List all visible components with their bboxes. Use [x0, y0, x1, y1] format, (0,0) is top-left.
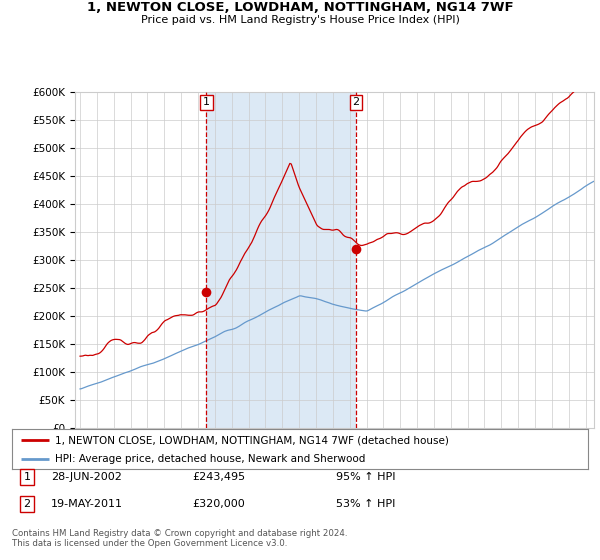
Text: 1, NEWTON CLOSE, LOWDHAM, NOTTINGHAM, NG14 7WF (detached house): 1, NEWTON CLOSE, LOWDHAM, NOTTINGHAM, NG…	[55, 435, 449, 445]
Text: Contains HM Land Registry data © Crown copyright and database right 2024.: Contains HM Land Registry data © Crown c…	[12, 529, 347, 538]
Text: 28-JUN-2002: 28-JUN-2002	[51, 472, 122, 482]
Bar	[206, 92, 356, 428]
Text: 19-MAY-2011: 19-MAY-2011	[51, 499, 123, 509]
Text: 1: 1	[23, 472, 31, 482]
Text: Price paid vs. HM Land Registry's House Price Index (HPI): Price paid vs. HM Land Registry's House …	[140, 15, 460, 25]
Text: 1, NEWTON CLOSE, LOWDHAM, NOTTINGHAM, NG14 7WF: 1, NEWTON CLOSE, LOWDHAM, NOTTINGHAM, NG…	[86, 1, 514, 14]
Text: 2: 2	[352, 97, 359, 108]
Text: 95% ↑ HPI: 95% ↑ HPI	[336, 472, 395, 482]
Text: This data is licensed under the Open Government Licence v3.0.: This data is licensed under the Open Gov…	[12, 539, 287, 548]
Text: 2: 2	[23, 499, 31, 509]
Text: 53% ↑ HPI: 53% ↑ HPI	[336, 499, 395, 509]
Text: £320,000: £320,000	[192, 499, 245, 509]
Text: HPI: Average price, detached house, Newark and Sherwood: HPI: Average price, detached house, Newa…	[55, 454, 365, 464]
Text: £243,495: £243,495	[192, 472, 245, 482]
Text: 1: 1	[203, 97, 210, 108]
